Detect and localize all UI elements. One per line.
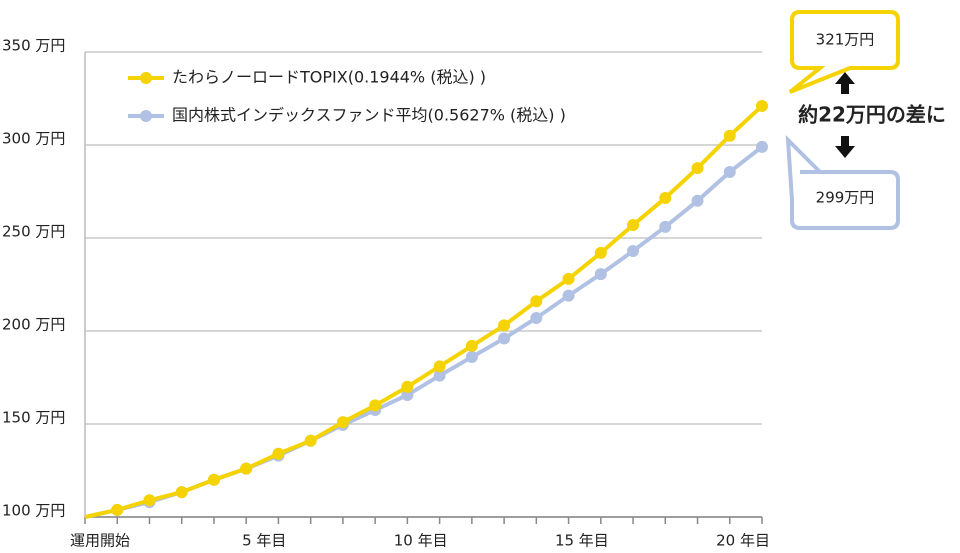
x-tick-label: 運用開始: [70, 532, 130, 550]
point: [594, 246, 607, 259]
point: [659, 220, 672, 233]
y-tick-label: 200 万円: [2, 316, 65, 334]
point: [272, 447, 285, 460]
annotation-bottom: 299万円: [816, 189, 875, 207]
y-tick-label: 100 万円: [2, 502, 65, 520]
point: [723, 165, 736, 178]
legend-label: 国内株式インデックスファンド平均(0.5627% (税込) ): [172, 106, 566, 125]
point: [240, 462, 253, 475]
annotation-diff: 約22万円の差に: [798, 103, 946, 127]
arrow-up: [835, 72, 855, 94]
x-tick-label: 5 年目: [242, 532, 286, 550]
point: [723, 129, 736, 142]
point: [627, 245, 640, 258]
point: [498, 332, 511, 345]
plot: 100 万円 150 万円 200 万円 250 万円 300 万円 350 万円運用開始…: [2, 37, 770, 550]
arrow-down: [835, 136, 855, 158]
point: [691, 194, 704, 207]
point: [111, 503, 124, 516]
point: [207, 473, 220, 486]
point: [659, 192, 672, 205]
point: [401, 380, 414, 393]
y-tick-label: 300 万円: [2, 130, 65, 148]
series-line: [84, 104, 764, 519]
y-tick-label: 350 万円: [2, 37, 65, 55]
point: [530, 311, 543, 324]
point: [175, 486, 188, 499]
point: [691, 162, 704, 175]
point: [756, 99, 768, 112]
point: [530, 295, 543, 308]
point: [562, 289, 575, 302]
point: [627, 218, 640, 231]
point: [465, 339, 478, 352]
point: [336, 416, 349, 429]
point: [433, 360, 446, 373]
point: [369, 399, 382, 412]
point: [433, 369, 446, 382]
x-tick-label: 20 年目: [716, 532, 770, 550]
x-tick-label: 15 年目: [555, 532, 609, 550]
point: [594, 268, 607, 281]
point: [143, 494, 156, 507]
x-tick-label: 10 年目: [394, 532, 448, 550]
point: [465, 351, 478, 364]
point: [498, 319, 511, 332]
callout-top: [788, 10, 900, 94]
point: [562, 272, 575, 285]
grid: 100 万円 150 万円 200 万円 250 万円 300 万円 350 万円運用開始…: [2, 37, 770, 550]
legend-marker: [140, 110, 152, 122]
y-tick-label: 150 万円: [2, 409, 65, 427]
y-tick-label: 250 万円: [2, 223, 65, 241]
callout-bottom: [785, 134, 900, 230]
legend-marker: [140, 72, 152, 84]
legend-label: たわらノーロードTOPIX(0.1944% (税込) ): [172, 68, 486, 87]
point: [304, 434, 317, 447]
point: [756, 140, 768, 153]
annotation-top: 321万円: [816, 31, 875, 49]
